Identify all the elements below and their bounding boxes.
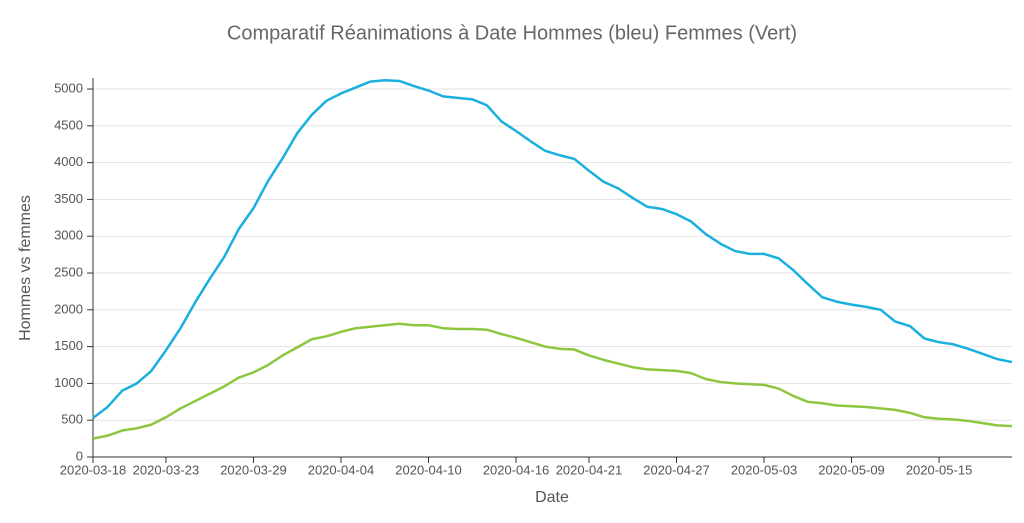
- x-tick-label: 2020-04-16: [483, 462, 550, 477]
- x-tick-label: 2020-04-21: [556, 462, 623, 477]
- y-tick-label: 1000: [54, 375, 83, 390]
- y-tick-label: 4500: [54, 117, 83, 132]
- y-tick-label: 3500: [54, 191, 83, 206]
- x-tick-label: 2020-04-27: [643, 462, 710, 477]
- y-tick-label: 2500: [54, 264, 83, 279]
- x-tick-label: 2020-05-03: [731, 462, 798, 477]
- chart-title: Comparatif Réanimations à Date Hommes (b…: [227, 22, 797, 44]
- y-tick-label: 4000: [54, 154, 83, 169]
- x-tick-label: 2020-05-15: [906, 462, 973, 477]
- x-tick-label: 2020-03-29: [220, 462, 287, 477]
- y-tick-label: 3000: [54, 228, 83, 243]
- x-tick-label: 2020-04-10: [395, 462, 462, 477]
- x-tick-label: 2020-04-04: [308, 462, 375, 477]
- x-tick-label: 2020-03-23: [133, 462, 200, 477]
- y-tick-label: 1500: [54, 338, 83, 353]
- x-axis-label: Date: [535, 489, 569, 506]
- x-tick-label: 2020-05-09: [818, 462, 885, 477]
- y-tick-label: 2000: [54, 301, 83, 316]
- series-line: [92, 322, 1013, 440]
- series-line: [92, 78, 1013, 419]
- y-tick-label: 5000: [54, 80, 83, 95]
- y-axis-label: Hommes vs femmes: [17, 195, 34, 341]
- x-tick-label: 2020-03-18: [60, 462, 127, 477]
- y-tick-label: 0: [76, 448, 83, 463]
- y-tick-label: 500: [61, 412, 83, 427]
